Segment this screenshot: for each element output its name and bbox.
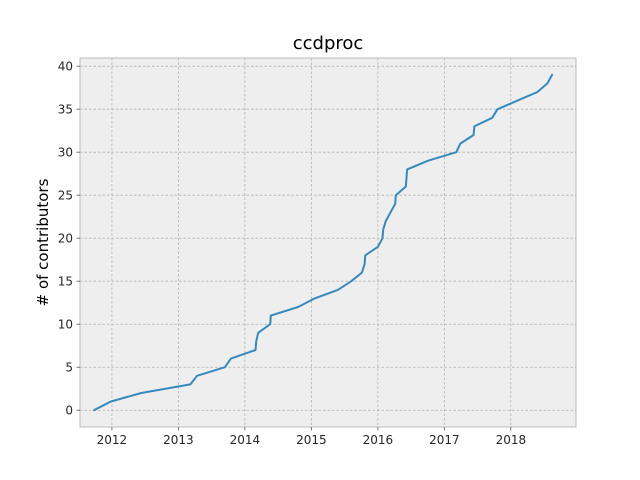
y-tick-label: 5	[65, 361, 73, 375]
y-axis: 0 5 10 15 20 25 30 35 40	[58, 59, 80, 418]
x-axis: 2012 2013 2014 2015 2016 2017 2018	[97, 427, 526, 447]
y-tick-label: 15	[58, 275, 73, 289]
x-tick-label: 2018	[496, 433, 527, 447]
y-tick-label: 0	[65, 404, 73, 418]
y-axis-label: # of contributors	[34, 178, 52, 306]
y-tick-label: 35	[58, 102, 73, 116]
x-tick-label: 2012	[97, 433, 128, 447]
x-tick-label: 2017	[429, 433, 460, 447]
x-tick-label: 2014	[230, 433, 261, 447]
y-tick-label: 10	[58, 318, 73, 332]
y-tick-label: 20	[58, 231, 73, 245]
x-tick-label: 2013	[163, 433, 194, 447]
plot-area	[79, 57, 577, 428]
y-tick-label: 25	[58, 188, 73, 202]
x-tick-label: 2015	[296, 433, 327, 447]
contributors-series-line	[93, 73, 554, 412]
chart-title: ccdproc	[293, 33, 364, 54]
y-tick-label: 40	[58, 59, 73, 73]
series-layer	[93, 73, 554, 412]
x-tick-label: 2016	[363, 433, 394, 447]
grid	[80, 58, 576, 427]
y-tick-label: 30	[58, 145, 73, 159]
